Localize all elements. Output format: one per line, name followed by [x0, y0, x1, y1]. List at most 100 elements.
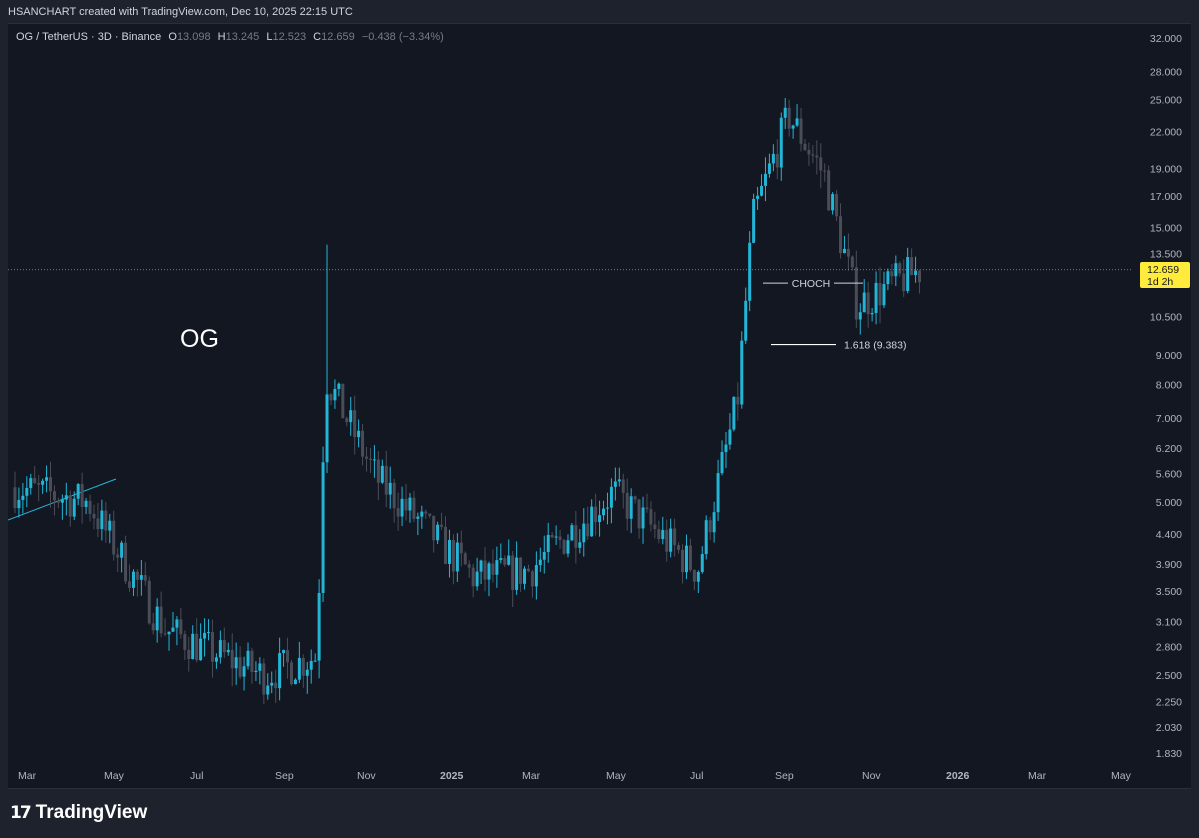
candle-body[interactable]	[238, 657, 242, 677]
symbol-label[interactable]: OG / TetherUS · 3D · Binance	[16, 31, 162, 43]
candle-body[interactable]	[234, 657, 238, 669]
candle-body[interactable]	[128, 581, 132, 588]
candle-body[interactable]	[471, 567, 475, 587]
candle-body[interactable]	[748, 242, 752, 301]
candle-body[interactable]	[815, 155, 819, 158]
candle-body[interactable]	[475, 571, 479, 587]
candle-body[interactable]	[230, 649, 234, 669]
candle-body[interactable]	[258, 663, 262, 671]
candle-body[interactable]	[155, 606, 159, 631]
candle-body[interactable]	[850, 256, 854, 268]
candle-body[interactable]	[799, 118, 803, 144]
candle-body[interactable]	[479, 560, 483, 572]
candle-body[interactable]	[775, 153, 779, 168]
candle-body[interactable]	[736, 396, 740, 405]
candle-body[interactable]	[819, 157, 823, 171]
candle-body[interactable]	[49, 477, 53, 492]
candle-body[interactable]	[906, 257, 910, 291]
candle-body[interactable]	[41, 480, 45, 485]
candle-body[interactable]	[688, 545, 692, 570]
candle-body[interactable]	[72, 498, 76, 517]
candle-body[interactable]	[598, 515, 602, 523]
candle-body[interactable]	[661, 530, 665, 540]
candle-body[interactable]	[511, 555, 515, 590]
candle-body[interactable]	[546, 534, 550, 552]
candle-body[interactable]	[309, 660, 313, 670]
candle-body[interactable]	[882, 284, 886, 306]
candle-body[interactable]	[491, 563, 495, 575]
candle-body[interactable]	[503, 558, 507, 565]
candle-body[interactable]	[696, 571, 700, 582]
candle-body[interactable]	[673, 528, 677, 546]
candle-body[interactable]	[372, 459, 376, 461]
candle-body[interactable]	[214, 657, 218, 662]
candle-body[interactable]	[657, 529, 661, 540]
candle-body[interactable]	[779, 117, 783, 168]
candle-body[interactable]	[432, 515, 436, 541]
candle-body[interactable]	[353, 410, 357, 438]
candle-body[interactable]	[286, 650, 290, 663]
candle-body[interactable]	[740, 340, 744, 405]
candle-body[interactable]	[305, 669, 309, 676]
candle-body[interactable]	[357, 430, 361, 438]
candle-body[interactable]	[590, 506, 594, 537]
candle-body[interactable]	[37, 483, 41, 485]
candle-body[interactable]	[112, 520, 116, 555]
candle-body[interactable]	[274, 682, 278, 689]
candle-body[interactable]	[771, 153, 775, 164]
candle-body[interactable]	[605, 507, 609, 509]
candle-body[interactable]	[910, 257, 914, 276]
candle-body[interactable]	[752, 198, 756, 243]
candle-body[interactable]	[795, 118, 799, 126]
candle-body[interactable]	[712, 512, 716, 533]
candle-body[interactable]	[811, 154, 815, 156]
candle-body[interactable]	[341, 383, 345, 419]
candle-body[interactable]	[444, 526, 448, 564]
candle-body[interactable]	[210, 632, 214, 662]
candle-body[interactable]	[463, 553, 467, 565]
candle-body[interactable]	[621, 479, 625, 493]
candle-body[interactable]	[586, 523, 590, 537]
candle-body[interactable]	[365, 456, 369, 459]
candle-body[interactable]	[803, 143, 807, 150]
candle-body[interactable]	[629, 496, 633, 519]
candle-body[interactable]	[262, 663, 266, 695]
candle-body[interactable]	[558, 536, 562, 540]
candle-body[interactable]	[835, 194, 839, 217]
candle-body[interactable]	[602, 508, 606, 516]
candle-body[interactable]	[250, 650, 254, 672]
candle-body[interactable]	[582, 523, 586, 543]
candle-body[interactable]	[692, 569, 696, 582]
candle-body[interactable]	[467, 564, 471, 568]
candle-body[interactable]	[171, 627, 175, 632]
candle-body[interactable]	[720, 452, 724, 474]
candle-body[interactable]	[542, 551, 546, 560]
candle-body[interactable]	[783, 107, 787, 118]
candle-body[interactable]	[60, 499, 64, 503]
chart-canvas[interactable]: 32.000 28.000 25.000 22.000 19.000 17.000 15.0…	[8, 24, 1191, 788]
candle-body[interactable]	[744, 300, 748, 341]
candle-body[interactable]	[92, 513, 96, 519]
candle-body[interactable]	[412, 497, 416, 519]
candle-body[interactable]	[325, 394, 329, 463]
candle-body[interactable]	[333, 388, 337, 401]
candle-body[interactable]	[617, 479, 621, 482]
candle-body[interactable]	[447, 539, 451, 564]
candle-body[interactable]	[361, 430, 365, 457]
candle-body[interactable]	[100, 510, 104, 530]
candle-body[interactable]	[641, 507, 645, 529]
candle-body[interactable]	[191, 633, 195, 659]
candle-body[interactable]	[807, 149, 811, 155]
candle-body[interactable]	[550, 534, 554, 538]
candle-body[interactable]	[321, 462, 325, 593]
candle-body[interactable]	[886, 271, 890, 285]
candle-body[interactable]	[526, 568, 530, 572]
candle-body[interactable]	[665, 530, 669, 552]
candle-body[interactable]	[226, 649, 230, 653]
candle-body[interactable]	[76, 484, 80, 499]
candle-body[interactable]	[530, 571, 534, 587]
candle-body[interactable]	[566, 540, 570, 554]
candle-body[interactable]	[495, 560, 499, 575]
candle-body[interactable]	[388, 482, 392, 495]
candle-body[interactable]	[613, 481, 617, 487]
